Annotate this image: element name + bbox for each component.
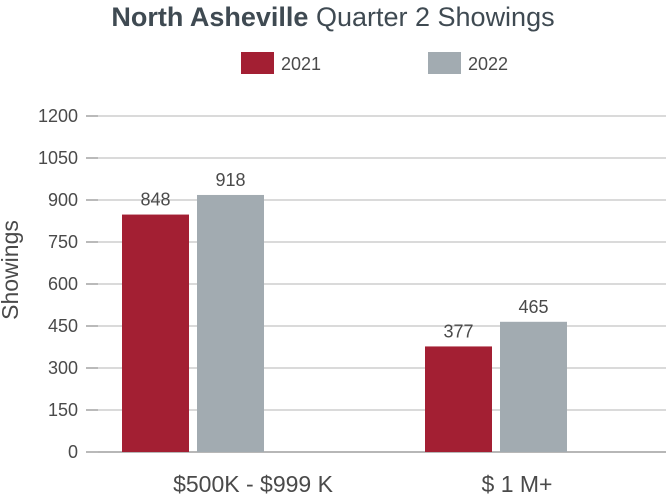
bar-value-label: 848: [140, 190, 170, 210]
legend-swatch: [428, 52, 461, 74]
x-tick-label: $500K - $999 K: [173, 471, 334, 497]
x-tick-label: $ 1 M+: [482, 471, 553, 497]
y-axis-ticks: 0 150 300 450 600 750 900 1050 1200: [38, 106, 98, 462]
y-tick-label: 750: [48, 232, 78, 252]
y-tick-label: 450: [48, 316, 78, 336]
chart-title-bold: North Asheville: [111, 2, 309, 32]
legend-label: 2021: [281, 54, 321, 74]
y-tick-label: 1200: [38, 106, 78, 126]
legend-label: 2022: [468, 54, 508, 74]
y-axis-label: Showings: [0, 220, 23, 320]
gridlines: [98, 115, 666, 453]
y-tick-label: 600: [48, 274, 78, 294]
y-tick-label: 300: [48, 358, 78, 378]
x-axis-ticks: $500K - $999 K $ 1 M+: [173, 471, 552, 497]
y-tick-label: 1050: [38, 148, 78, 168]
bar-value-label: 377: [443, 321, 473, 341]
chart-title-rest: Quarter 2 Showings: [315, 2, 555, 32]
bar: [425, 346, 492, 452]
bar: [122, 214, 189, 452]
y-tick-label: 150: [48, 400, 78, 420]
bar: [197, 194, 264, 452]
bars: 848 918 377 465: [122, 170, 567, 452]
chart-title: North Asheville Quarter 2 Showings: [0, 2, 666, 33]
legend-swatch: [241, 52, 274, 74]
y-tick-label: 0: [68, 442, 78, 462]
y-tick-label: 900: [48, 190, 78, 210]
bar-value-label: 465: [518, 297, 548, 317]
bar-value-label: 918: [215, 170, 245, 190]
bar: [500, 321, 567, 452]
legend: 2021 2022: [241, 52, 508, 74]
